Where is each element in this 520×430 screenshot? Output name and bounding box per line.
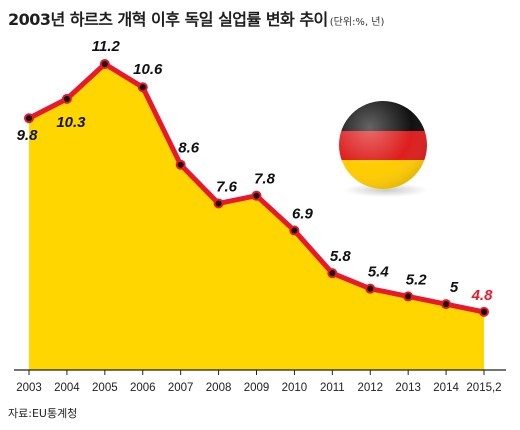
data-point bbox=[367, 285, 374, 292]
data-label: 5.4 bbox=[368, 264, 390, 281]
x-tick-label: 2005 bbox=[92, 382, 118, 394]
data-label: 7.6 bbox=[216, 178, 238, 195]
germany-flag-icon bbox=[339, 101, 428, 197]
data-label: 10.6 bbox=[133, 61, 163, 78]
x-tick-label: 2012 bbox=[357, 382, 383, 394]
chart-title: 2003년 하르츠 개혁 이후 독일 실업률 변화 추이 (단위:%, 년) bbox=[8, 6, 384, 30]
data-point bbox=[291, 227, 298, 234]
x-tick-label: 2010 bbox=[282, 382, 308, 394]
data-label: 5.8 bbox=[330, 248, 352, 265]
x-tick-label: 2015,2 bbox=[466, 382, 501, 394]
data-point bbox=[63, 95, 70, 102]
x-tick-label: 2007 bbox=[168, 382, 194, 394]
x-tick-label: 2004 bbox=[54, 382, 80, 394]
x-tick-label: 2008 bbox=[206, 382, 232, 394]
source-note: 자료:EU통계청 bbox=[8, 407, 78, 420]
data-point bbox=[26, 115, 32, 122]
data-point bbox=[139, 84, 146, 91]
data-point bbox=[215, 200, 222, 207]
data-label: 8.6 bbox=[178, 140, 200, 157]
data-label: 4.8 bbox=[471, 287, 494, 304]
area-fill bbox=[29, 64, 484, 370]
data-label: 6.9 bbox=[292, 206, 314, 223]
data-label: 10.3 bbox=[56, 114, 86, 131]
chart-title-text: 2003년 하르츠 개혁 이후 독일 실업률 변화 추이 bbox=[8, 10, 328, 29]
data-point bbox=[253, 192, 260, 199]
x-tick-label: 2011 bbox=[320, 382, 345, 394]
x-tick-label: 2006 bbox=[130, 382, 156, 394]
data-label: 9.8 bbox=[17, 127, 39, 144]
data-point bbox=[177, 161, 184, 168]
unit-note: (단위:%, 년) bbox=[329, 17, 385, 28]
data-point bbox=[405, 293, 412, 300]
x-tick-label: 2014 bbox=[433, 382, 459, 394]
data-label: 7.8 bbox=[254, 171, 276, 188]
x-tick-label: 2009 bbox=[244, 382, 270, 394]
data-point bbox=[101, 61, 108, 67]
x-tick-label: 2013 bbox=[395, 382, 421, 394]
data-label: 5.2 bbox=[406, 271, 428, 288]
data-point bbox=[443, 301, 450, 308]
data-label: 5 bbox=[450, 279, 459, 296]
data-point bbox=[329, 270, 336, 277]
data-label: 11.2 bbox=[92, 38, 121, 55]
x-tick-label: 2003 bbox=[16, 382, 42, 394]
data-point bbox=[481, 308, 487, 315]
